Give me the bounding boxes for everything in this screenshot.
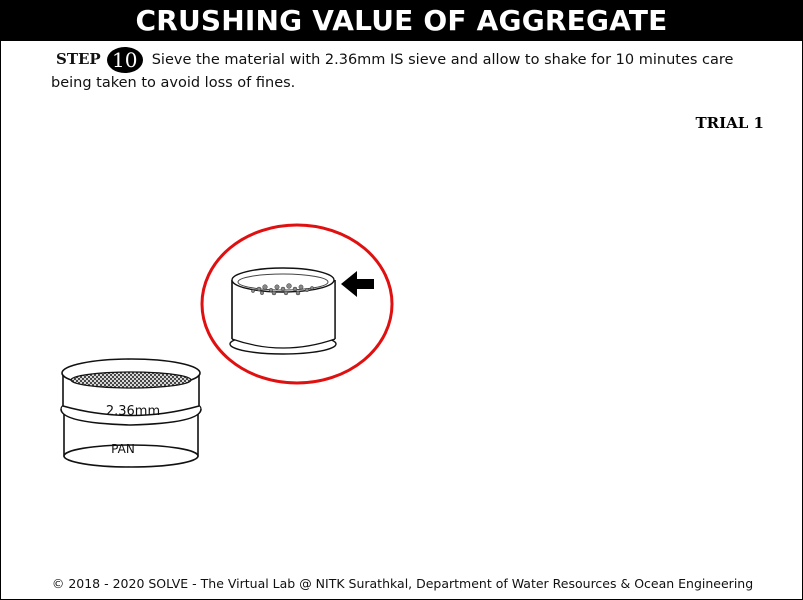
step-instruction-text: Sieve the material with 2.36mm IS sieve …: [51, 52, 734, 91]
pan-label: PAN: [111, 442, 135, 456]
arrow-left-icon: [341, 271, 374, 297]
cylinder-container[interactable]: [200, 223, 394, 385]
sieve-mesh: [70, 371, 192, 389]
sieve-and-pan-stack[interactable]: 2.36mm PAN: [60, 358, 202, 468]
cylinder-rim: [231, 267, 335, 293]
step-instruction-row: STEP 10 Sieve the material with 2.36mm IS …: [51, 47, 771, 93]
step-number-badge: 10: [106, 47, 143, 73]
highlight-circle: [200, 223, 394, 385]
step-label: STEP: [56, 50, 101, 68]
aggregate-particles: [251, 283, 314, 296]
page-title: CRUSHING VALUE OF AGGREGATE: [1, 1, 802, 41]
footer-copyright: © 2018 - 2020 SOLVE - The Virtual Lab @ …: [51, 576, 754, 591]
apparatus-scene: 2.36mm PAN: [60, 223, 394, 468]
trial-label: TRIAL 1: [695, 114, 765, 132]
pan-base: [63, 444, 199, 468]
sieve-size-label: 2.36mm: [106, 404, 160, 419]
